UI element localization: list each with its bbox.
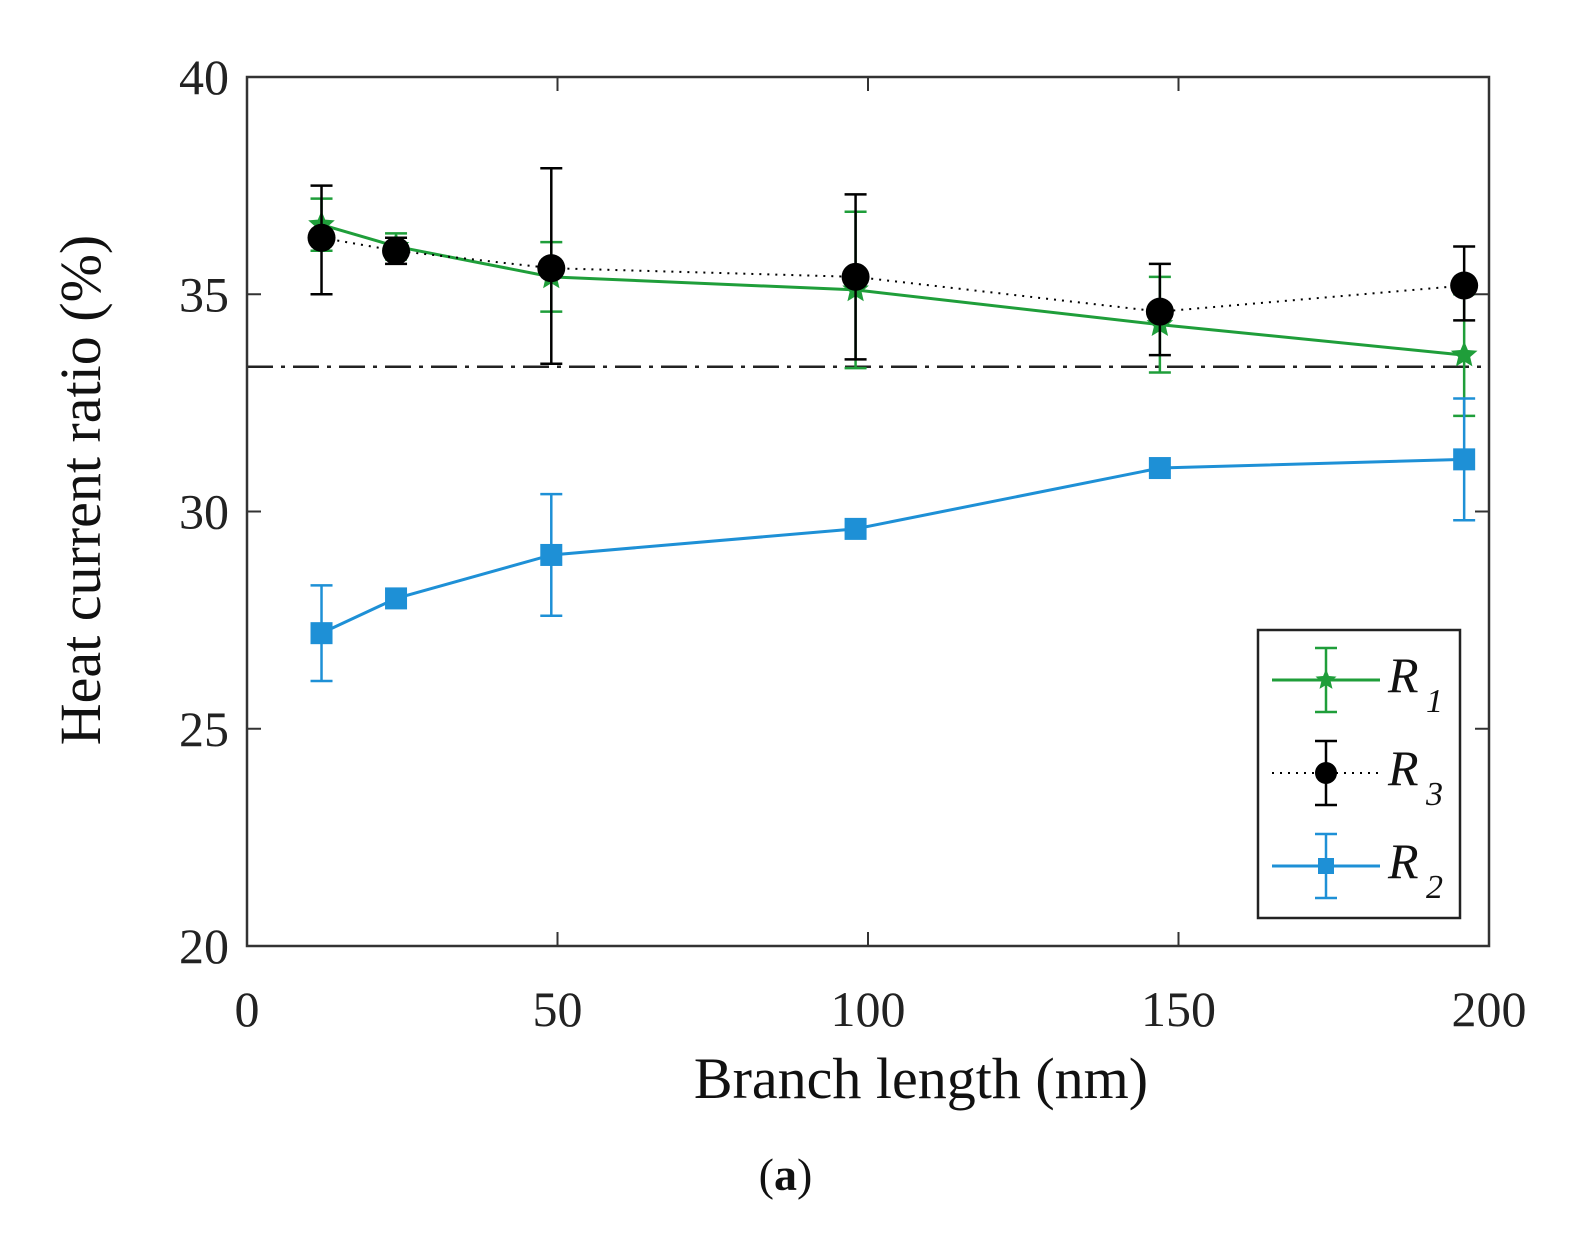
data-point	[385, 587, 408, 610]
y-tick-label: 30	[179, 484, 229, 540]
x-tick-label: 150	[1141, 981, 1216, 1037]
caption-letter: a	[774, 1149, 797, 1200]
series-R3	[307, 166, 1479, 366]
y-tick-label: 40	[179, 49, 229, 105]
series-line	[321, 236, 1465, 313]
data-point	[382, 236, 411, 265]
legend-subscript: 3	[1425, 776, 1443, 813]
data-point	[1450, 341, 1478, 367]
caption-open: (	[758, 1149, 774, 1200]
series-layer	[307, 166, 1479, 683]
figure-caption: (a)	[0, 1148, 1571, 1201]
y-tick-label: 20	[179, 918, 229, 974]
data-point	[1148, 457, 1171, 480]
series-line	[321, 223, 1465, 357]
data-point	[310, 622, 333, 645]
series-R2	[310, 397, 1476, 683]
legend-label: R	[1387, 647, 1419, 703]
x-tick-label: 200	[1452, 981, 1527, 1037]
y-tick-label: 35	[179, 266, 229, 322]
tick-layer: 0 50 100 150 200 20 25 30 35 40	[179, 49, 1527, 1037]
data-point	[307, 223, 336, 252]
caption-close: )	[797, 1149, 813, 1200]
x-axis-label: Branch length (nm)	[694, 1046, 1148, 1111]
data-point	[1453, 448, 1476, 471]
legend: R 1R 3R 2	[1256, 628, 1462, 920]
legend-label: R	[1387, 833, 1419, 889]
data-point	[844, 517, 867, 540]
legend-subscript: 2	[1426, 869, 1443, 906]
data-point	[540, 543, 563, 566]
legend-marker	[1318, 858, 1334, 874]
data-point	[841, 262, 870, 291]
data-point	[537, 254, 566, 283]
data-point	[1450, 271, 1479, 300]
series-line	[320, 457, 1465, 635]
legend-marker	[1315, 669, 1337, 689]
data-point	[1145, 297, 1174, 326]
y-axis-label: Heat current ratio (%)	[48, 235, 113, 745]
x-tick-label: 100	[831, 981, 906, 1037]
legend-marker	[1315, 762, 1337, 784]
x-tick-label: 50	[533, 981, 583, 1037]
series-R1	[308, 197, 1478, 418]
legend-subscript: 1	[1426, 683, 1443, 720]
x-tick-label: 0	[235, 981, 260, 1037]
y-tick-label: 25	[179, 701, 229, 757]
legend-box	[1256, 628, 1462, 920]
legend-label: R	[1387, 740, 1419, 796]
